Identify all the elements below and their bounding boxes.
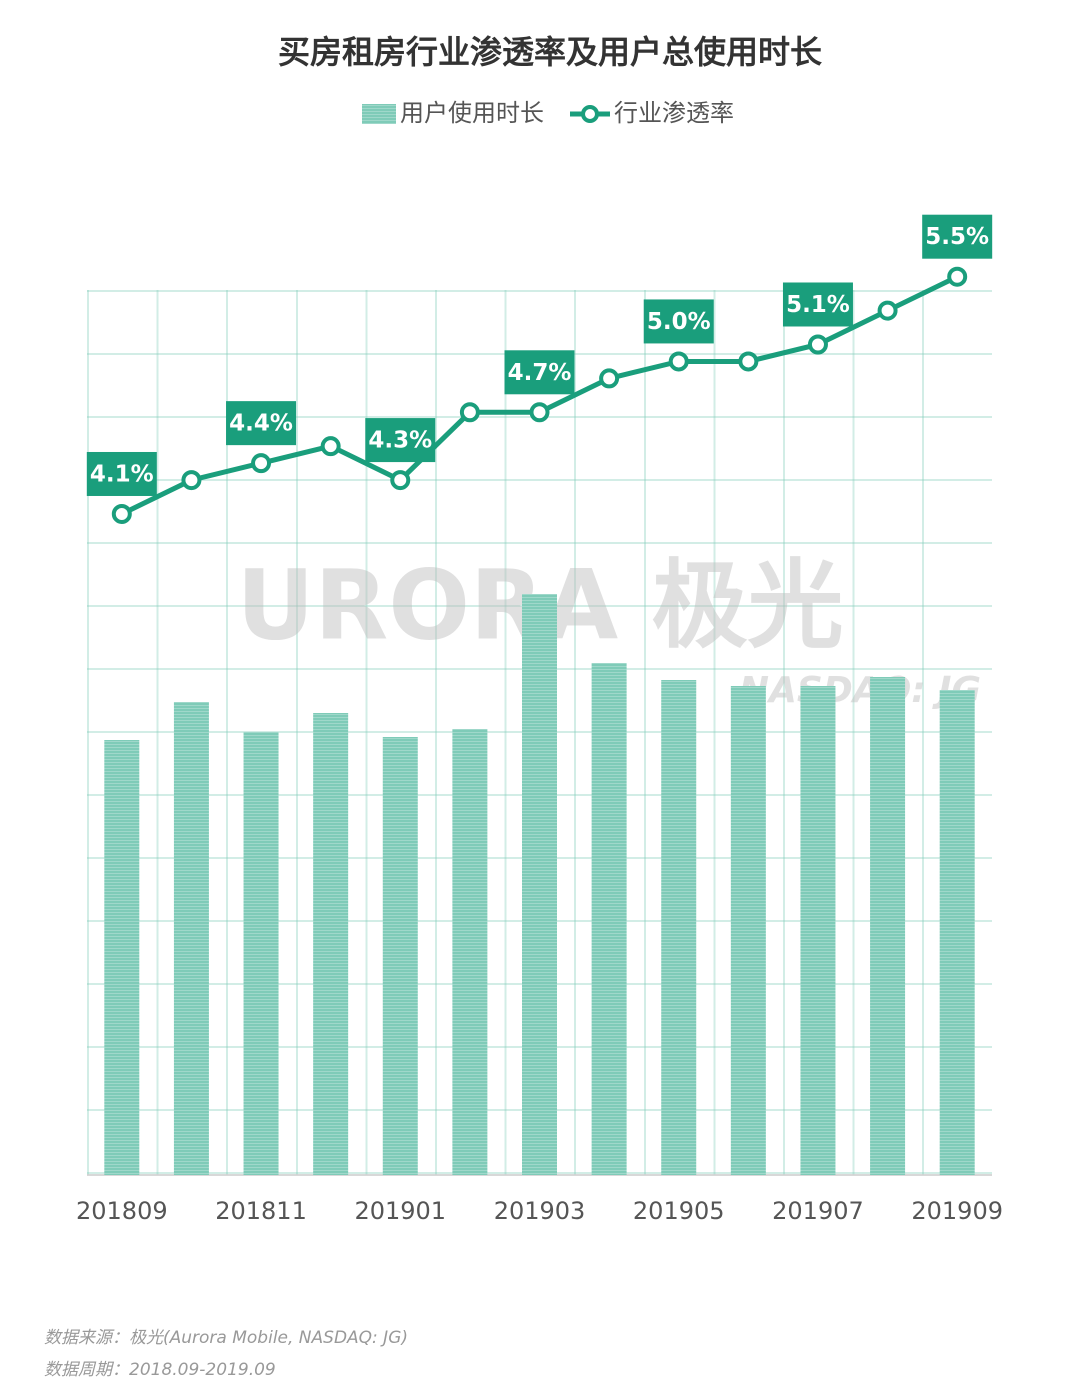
value-label-box <box>365 418 436 463</box>
x-tick-label: 201901 <box>354 1197 446 1225</box>
line-point <box>738 351 759 372</box>
bar <box>730 686 766 1175</box>
line-point <box>529 402 550 423</box>
bar <box>173 702 209 1175</box>
line-point <box>599 368 620 389</box>
bar <box>870 677 906 1175</box>
value-label-box <box>922 214 993 259</box>
line-point <box>390 470 411 491</box>
line-point <box>181 470 202 491</box>
legend-swatch <box>362 104 396 124</box>
bar <box>452 729 488 1175</box>
bar <box>313 713 349 1175</box>
legend-swatch-point <box>581 105 599 123</box>
value-label: 4.1% <box>90 461 154 487</box>
line-point <box>459 402 480 423</box>
value-label-box <box>782 282 853 327</box>
x-tick-label: 201909 <box>911 1197 1003 1225</box>
line-point <box>947 266 968 287</box>
line-point <box>807 334 828 355</box>
value-label: 4.3% <box>368 428 432 454</box>
bar <box>382 737 418 1175</box>
x-tick-label: 201809 <box>76 1197 168 1225</box>
bar <box>939 690 975 1175</box>
value-label-box <box>86 451 157 496</box>
value-label: 4.7% <box>508 360 572 386</box>
bar <box>104 740 140 1175</box>
line-point <box>668 351 689 372</box>
bar <box>661 680 697 1175</box>
x-tick-label: 201907 <box>772 1197 864 1225</box>
line-point <box>111 503 132 524</box>
line-point <box>320 436 341 457</box>
bar <box>522 594 557 1175</box>
source-note: 数据来源：极光(Aurora Mobile, NASDAQ: JG) <box>44 1328 408 1348</box>
bar <box>591 663 627 1175</box>
value-label: 5.0% <box>647 309 711 335</box>
legend-label: 用户使用时长 <box>400 99 544 127</box>
value-label: 5.1% <box>786 292 850 318</box>
value-label: 4.4% <box>229 411 293 437</box>
bar <box>800 686 836 1175</box>
line-point <box>251 453 272 474</box>
value-label-box <box>504 350 575 395</box>
legend-label: 行业渗透率 <box>614 99 734 127</box>
x-tick-label: 201903 <box>494 1197 586 1225</box>
bar <box>243 732 279 1175</box>
value-label-box <box>643 299 714 344</box>
value-label-box <box>226 401 297 446</box>
value-label: 5.5% <box>925 224 989 250</box>
line-point <box>877 300 898 321</box>
chart-title: 买房租房行业渗透率及用户总使用时长 <box>278 33 822 71</box>
x-tick-label: 201905 <box>633 1197 725 1225</box>
period-note: 数据周期：2018.09-2019.09 <box>44 1360 276 1380</box>
x-tick-label: 201811 <box>215 1197 307 1225</box>
